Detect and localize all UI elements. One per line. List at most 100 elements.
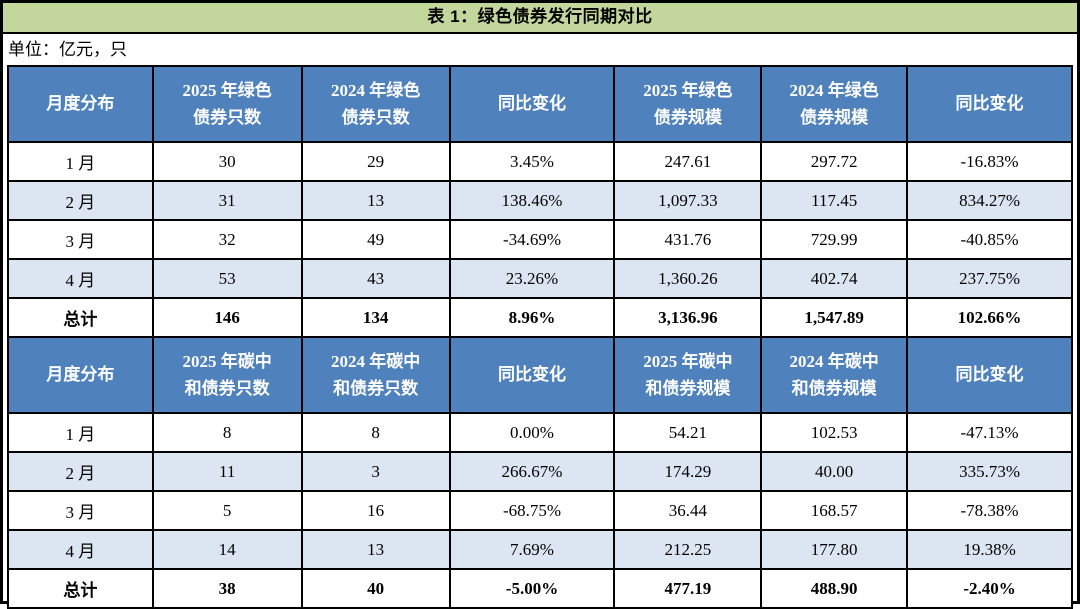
table-cell: 4 月 <box>7 529 154 570</box>
bond-comparison-table-body: 月度分布 2025 年绿色 债券只数 2024 年绿色 债券只数 同比变化 2025 年绿色… <box>7 65 1073 609</box>
table-cell: 43 <box>300 258 451 299</box>
table-cell: 53 <box>151 258 303 299</box>
table-cell: 168.57 <box>760 490 909 531</box>
table-title: 表 1：绿色债券发行同期对比 <box>3 3 1077 34</box>
table-cell: 31 <box>151 180 303 221</box>
column-header: 月度分布 <box>7 65 154 143</box>
table-cell: 8 <box>300 412 451 453</box>
total-cell: 488.90 <box>760 568 909 609</box>
table-cell: 2 月 <box>7 451 154 492</box>
table-cell: -34.69% <box>448 219 616 260</box>
carbon-neutral-bonds-row: 2 月 11 3 266.67% 174.29 40.00 335.73% <box>7 451 1073 492</box>
total-cell: 8.96% <box>448 297 616 338</box>
column-header: 同比变化 <box>448 336 616 414</box>
column-header: 2024 年碳中 和债券规模 <box>760 336 909 414</box>
table-cell: 29 <box>300 141 451 182</box>
total-cell: 38 <box>151 568 303 609</box>
table-cell: 30 <box>151 141 303 182</box>
table-cell: 11 <box>151 451 303 492</box>
total-cell: 134 <box>300 297 451 338</box>
table-cell: 54.21 <box>613 412 763 453</box>
column-header: 月度分布 <box>7 336 154 414</box>
green-bonds-row: 1 月 30 29 3.45% 247.61 297.72 -16.83% <box>7 141 1073 182</box>
green-bonds-row: 3 月 32 49 -34.69% 431.76 729.99 -40.85% <box>7 219 1073 260</box>
table-cell: -78.38% <box>906 490 1073 531</box>
column-header: 同比变化 <box>448 65 616 143</box>
total-cell: 102.66% <box>906 297 1073 338</box>
table-cell: 8 <box>151 412 303 453</box>
green-bonds-header-row: 月度分布 2025 年绿色 债券只数 2024 年绿色 债券只数 同比变化 2025 年绿色… <box>7 65 1073 143</box>
total-cell: -2.40% <box>906 568 1073 609</box>
table-cell: 1,360.26 <box>613 258 763 299</box>
table-cell: 431.76 <box>613 219 763 260</box>
table-cell: 36.44 <box>613 490 763 531</box>
table-cell: 138.46% <box>448 180 616 221</box>
table-cell: 4 月 <box>7 258 154 299</box>
table-cell: 23.26% <box>448 258 616 299</box>
table-cell: 40.00 <box>760 451 909 492</box>
carbon-neutral-bonds-row: 4 月 14 13 7.69% 212.25 177.80 19.38% <box>7 529 1073 570</box>
column-header: 2025 年碳中 和债券只数 <box>151 336 303 414</box>
green-bonds-row: 2 月 31 13 138.46% 1,097.33 117.45 834.27% <box>7 180 1073 221</box>
table-cell: 1 月 <box>7 141 154 182</box>
table-cell: 102.53 <box>760 412 909 453</box>
total-cell: 总计 <box>7 568 154 609</box>
total-cell: -5.00% <box>448 568 616 609</box>
table-cell: 3 月 <box>7 490 154 531</box>
table-cell: 1,097.33 <box>613 180 763 221</box>
table-cell: 1 月 <box>7 412 154 453</box>
table-cell: 13 <box>300 529 451 570</box>
table-cell: 212.25 <box>613 529 763 570</box>
table-cell: 237.75% <box>906 258 1073 299</box>
table-cell: 0.00% <box>448 412 616 453</box>
column-header: 2024 年碳中 和债券只数 <box>300 336 451 414</box>
total-cell: 146 <box>151 297 303 338</box>
table-cell: 834.27% <box>906 180 1073 221</box>
carbon-neutral-bonds-row: 1 月 8 8 0.00% 54.21 102.53 -47.13% <box>7 412 1073 453</box>
column-header: 2024 年绿色 债券只数 <box>300 65 451 143</box>
column-header: 2024 年绿色 债券规模 <box>760 65 909 143</box>
table-cell: 729.99 <box>760 219 909 260</box>
total-cell: 1,547.89 <box>760 297 909 338</box>
table-cell: 402.74 <box>760 258 909 299</box>
table-cell: 13 <box>300 180 451 221</box>
table-cell: 174.29 <box>613 451 763 492</box>
table-cell: 19.38% <box>906 529 1073 570</box>
column-header: 同比变化 <box>906 65 1073 143</box>
total-cell: 3,136.96 <box>613 297 763 338</box>
table-cell: -68.75% <box>448 490 616 531</box>
table-cell: 3 月 <box>7 219 154 260</box>
table-cell: 3 <box>300 451 451 492</box>
table-cell: 49 <box>300 219 451 260</box>
carbon-neutral-bonds-header-row: 月度分布 2025 年碳中 和债券只数 2024 年碳中 和债券只数 同比变化 2025 年… <box>7 336 1073 414</box>
column-header: 2025 年碳中 和债券规模 <box>613 336 763 414</box>
table-cell: -47.13% <box>906 412 1073 453</box>
table-cell: 16 <box>300 490 451 531</box>
green-bonds-total-row: 总计 146 134 8.96% 3,136.96 1,547.89 102.66% <box>7 297 1073 338</box>
carbon-neutral-bonds-row: 3 月 5 16 -68.75% 36.44 168.57 -78.38% <box>7 490 1073 531</box>
table-cell: 5 <box>151 490 303 531</box>
table-cell: 335.73% <box>906 451 1073 492</box>
table-cell: 32 <box>151 219 303 260</box>
table-cell: 297.72 <box>760 141 909 182</box>
table-cell: 177.80 <box>760 529 909 570</box>
column-header: 同比变化 <box>906 336 1073 414</box>
table-cell: 117.45 <box>760 180 909 221</box>
total-cell: 40 <box>300 568 451 609</box>
table-cell: 2 月 <box>7 180 154 221</box>
table-cell: -40.85% <box>906 219 1073 260</box>
column-header: 2025 年绿色 债券只数 <box>151 65 303 143</box>
table-cell: 3.45% <box>448 141 616 182</box>
column-header: 2025 年绿色 债券规模 <box>613 65 763 143</box>
table-cell: -16.83% <box>906 141 1073 182</box>
table-cell: 7.69% <box>448 529 616 570</box>
unit-note: 单位：亿元，只 <box>3 34 1077 65</box>
bond-comparison-table: 月度分布 2025 年绿色 债券只数 2024 年绿色 债券只数 同比变化 2025 年绿色… <box>7 65 1073 609</box>
carbon-neutral-bonds-total-row: 总计 38 40 -5.00% 477.19 488.90 -2.40% <box>7 568 1073 609</box>
total-cell: 总计 <box>7 297 154 338</box>
table-cell: 247.61 <box>613 141 763 182</box>
table-cell: 266.67% <box>448 451 616 492</box>
table-cell: 14 <box>151 529 303 570</box>
green-bonds-row: 4 月 53 43 23.26% 1,360.26 402.74 237.75% <box>7 258 1073 299</box>
